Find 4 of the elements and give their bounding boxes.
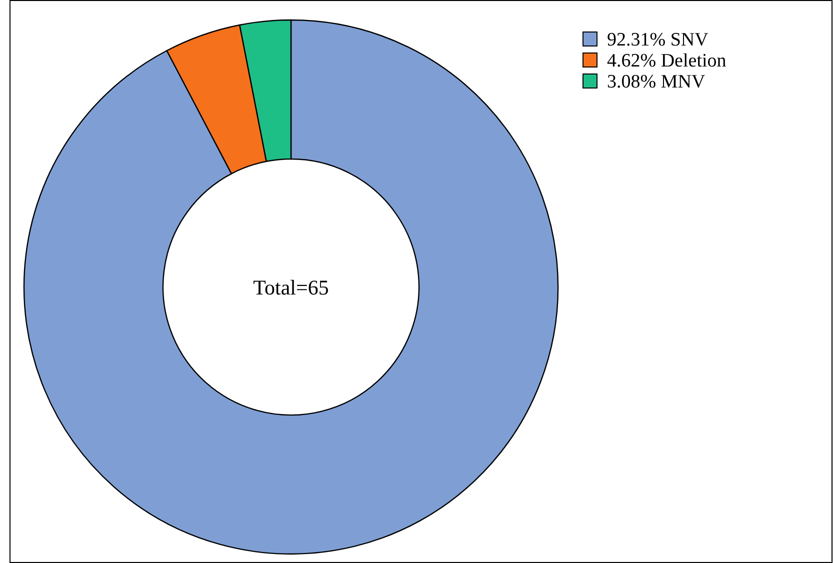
legend-label: 3.08% MNV	[607, 72, 706, 93]
text: Total=65	[253, 275, 329, 300]
legend-label: 4.62% Deletion	[607, 50, 727, 72]
legend-label: 92.31% SNV	[607, 30, 709, 51]
